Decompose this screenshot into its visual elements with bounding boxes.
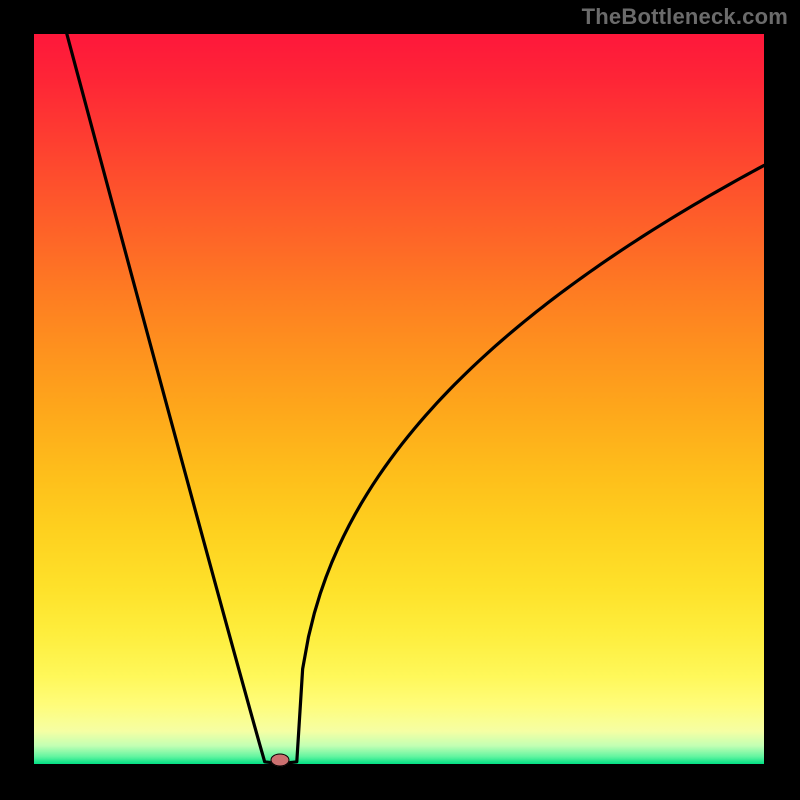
plot-area xyxy=(34,34,764,764)
watermark-text: TheBottleneck.com xyxy=(582,4,788,30)
optimum-marker xyxy=(271,754,290,767)
curve-layer xyxy=(34,34,764,764)
bottleneck-curve xyxy=(67,34,764,763)
figure-frame: TheBottleneck.com xyxy=(0,0,800,800)
